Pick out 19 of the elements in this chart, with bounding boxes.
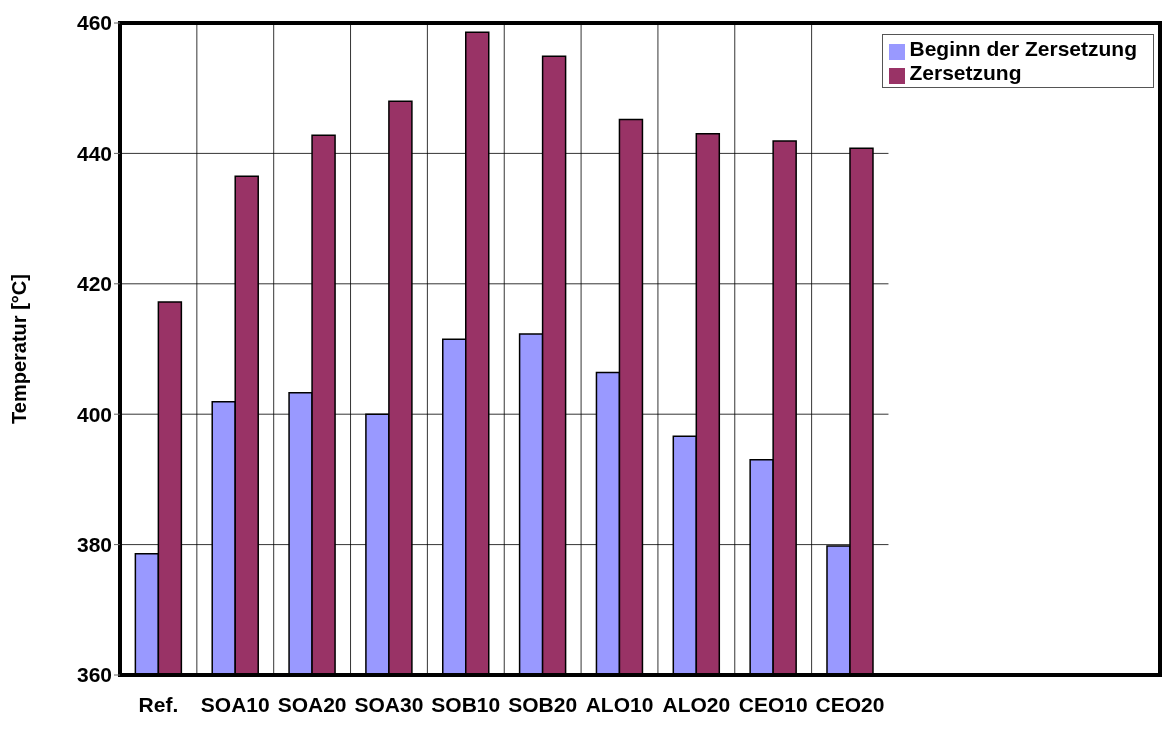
y-tick-label: 420: [76, 272, 112, 296]
y-tick-label: 380: [76, 533, 112, 557]
y-tick-label: 360: [76, 663, 112, 687]
y-axis-title: Temperatur [°C]: [8, 274, 31, 424]
x-tick-label: CEO10: [738, 692, 808, 716]
y-tick-label: 460: [76, 11, 112, 35]
x-tick-label: SOA10: [200, 692, 270, 716]
x-tick-label: SOB10: [431, 692, 501, 716]
y-tick-label: 400: [76, 402, 112, 426]
x-tick-label: SOA20: [277, 692, 347, 716]
x-tick-label: SOB20: [508, 692, 578, 716]
x-tick-label: Ref.: [138, 692, 179, 716]
legend-label: Beginn der Zersetzung: [909, 37, 1137, 60]
legend-label: Zersetzung: [909, 61, 1022, 84]
y-tick-label: 440: [76, 141, 112, 165]
x-tick-label: SOA30: [354, 692, 424, 716]
x-tick-label: ALO20: [662, 692, 731, 716]
x-tick-label: CEO20: [815, 692, 885, 716]
x-tick-label: ALO10: [585, 692, 654, 716]
